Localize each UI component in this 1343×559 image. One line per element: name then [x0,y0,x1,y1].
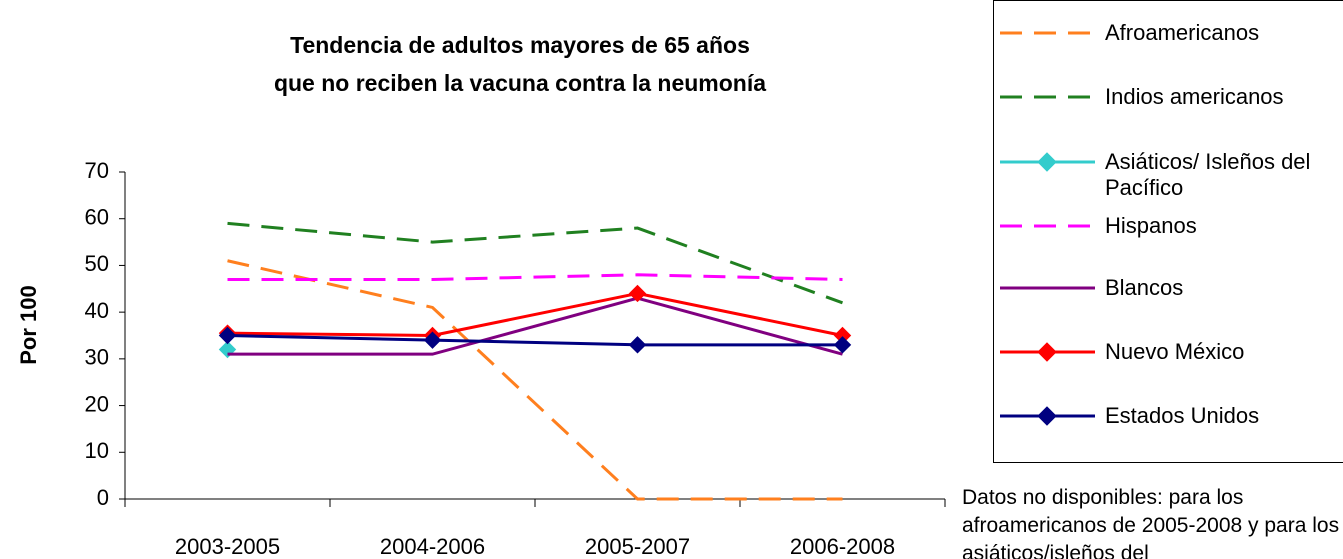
legend-marker [1037,406,1057,426]
legend-marker [1037,342,1057,362]
point [423,331,442,349]
series-line [227,259,843,501]
point [833,336,852,354]
y-tick-label: 50 [85,251,109,276]
legend-label: Hispanos [1105,213,1197,238]
y-tick-label: 20 [85,391,109,416]
y-tick-label: 0 [97,485,109,510]
x-tick-label: 2005-2007 [585,534,690,559]
x-tick-label: 2004-2006 [380,534,485,559]
point [628,336,647,354]
y-tick-label: 60 [85,205,109,230]
legend-label: Estados Unidos [1105,403,1260,428]
series-line [227,221,844,305]
legend [993,0,1343,463]
legend-label: Indios americanos [1105,84,1284,109]
y-tick-label: 30 [85,345,109,370]
y-tick-label: 10 [85,438,109,463]
legend-label: Afroamericanos [1105,20,1260,45]
legend-label: Asiáticos/ Isleños del Pacífico [1105,149,1311,200]
point [218,326,237,345]
y-axis-label: Por 100 [16,285,41,365]
series-line [227,296,843,356]
point [628,284,647,303]
note: Datos no disponibles: para los afroameri… [962,486,1340,559]
legend-label: Blancos [1105,275,1184,300]
legend-label: Nuevo México [1105,339,1245,364]
legend-marker [1037,152,1057,172]
series-line [227,273,843,281]
chart-title: Tendencia de adultos mayores de 65 años … [273,32,767,96]
y-tick-label: 40 [85,298,109,323]
series-line [227,334,843,347]
x-tick-label: 2003-2005 [175,534,280,559]
y-tick-label: 70 [85,158,109,183]
x-tick-label: 2006-2008 [790,534,895,559]
series-line [227,291,843,338]
